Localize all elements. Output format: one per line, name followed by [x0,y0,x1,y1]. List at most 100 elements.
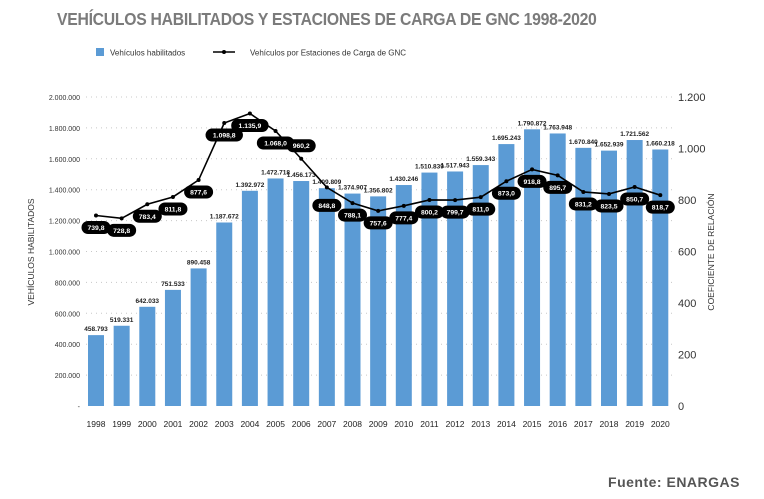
y-left-tick-label: - [78,404,81,411]
bar [601,150,617,406]
y-left-axis-label: VEHÍCULOS HABILITADOS [26,198,36,305]
y-right-tick-label: 800 [678,195,696,207]
line-label-pill [517,174,547,188]
line-label-pill [338,208,367,222]
bar-value-label: 1.430.246 [389,176,418,183]
y-left-tick-label: 2.000.000 [49,95,80,102]
bar-value-label: 1.670.840 [569,139,598,146]
line-label-pill [620,192,650,206]
bar-value-label: 1.392.972 [235,182,264,189]
bar [575,147,592,406]
line-label-pill [363,216,393,230]
legend-label-bars: Vehículos habilitados [110,49,185,58]
bar-value-label: 1.763.948 [543,124,572,131]
line-label-pill [389,211,419,225]
x-tick-label: 2007 [317,419,336,429]
line-value-label: 1.068,0 [264,140,287,147]
line-value-label: 831,2 [575,201,592,208]
y-right-tick-label: 1.000 [678,144,706,156]
x-tick-label: 2020 [651,419,670,429]
y-right-tick-label: 1.200 [678,92,706,104]
bar-value-label: 1.374.907 [338,185,367,192]
bar [421,172,438,406]
bar-value-label: 1.695.243 [492,135,521,142]
legend-marker-line [222,50,226,54]
bar [267,178,284,406]
line-value-label: 960,2 [293,143,310,150]
line-point [504,179,509,184]
line-point [581,189,586,194]
line-value-label: 873,0 [498,191,515,198]
legend-label-line: Vehículos por Estaciones de Carga de GNC [250,49,406,58]
line-point [555,173,560,178]
line-point [247,111,252,116]
line-value-label: 783,4 [139,214,156,221]
bar-value-label: 1.409.809 [312,179,341,186]
line-label-pill [286,139,316,153]
x-tick-label: 2003 [215,419,234,429]
bar-value-label: 519.331 [110,317,134,324]
x-tick-label: 2002 [189,419,208,429]
bar-value-label: 751.533 [161,281,185,288]
bar [395,185,412,406]
bar [524,129,541,406]
legend-swatch-bars [96,48,104,56]
line-label-pill [81,221,111,235]
bar [447,171,464,406]
line-point [607,191,611,196]
bar [164,289,181,406]
bar [549,133,566,406]
bar [190,268,207,406]
y-right-axis-label: COEFICIENTE DE RELACIÓN [706,193,716,310]
line-label-pill [568,197,598,211]
line-value-label: 800,2 [421,209,438,216]
line-value-label: 811,0 [472,207,489,214]
bar-value-label: 1.472.718 [261,169,290,176]
bar-value-label: 1.660.218 [646,140,675,147]
y-left-tick-label: 1.800.000 [49,126,80,133]
x-tick-label: 2009 [369,419,388,429]
bar-value-label: 1.517.943 [441,162,470,169]
bar [370,196,387,406]
x-tick-label: 2008 [343,419,362,429]
line-value-label: 918,8 [524,179,541,186]
bar-value-label: 1.187.672 [210,214,239,221]
bar-value-label: 1.652.939 [595,142,624,149]
x-tick-label: 2014 [497,419,516,429]
bar-value-label: 458.793 [84,326,108,333]
x-tick-label: 2005 [266,419,285,429]
line-value-label: 848,8 [318,203,335,210]
line-value-label: 739,8 [87,225,104,232]
line-label-pill [466,202,496,216]
x-tick-label: 2016 [548,419,567,429]
line-value-label: 1.135,9 [239,123,262,130]
x-tick-label: 2001 [163,419,182,429]
line-point [299,156,304,161]
x-tick-label: 2013 [471,419,490,429]
x-tick-label: 2004 [240,419,259,429]
bar-value-label: 1.510.839 [415,164,444,171]
bar [113,325,130,406]
line-label-pill [312,198,342,212]
line-point [658,193,663,198]
y-left-tick-label: 1.600.000 [49,157,80,164]
bar [472,165,489,406]
bar [652,149,669,406]
x-tick-label: 2011 [420,419,439,429]
x-tick-label: 2006 [292,419,311,429]
x-tick-label: 1998 [87,419,106,429]
line-point [170,194,175,199]
line-point [324,185,329,190]
bar [88,335,104,406]
bar-value-label: 1.456.173 [287,172,316,179]
line-point [530,167,535,172]
line-value-label: 799,7 [447,210,464,217]
y-right-tick-label: 0 [678,401,684,413]
line-label-pill [158,202,188,216]
line-value-label: 850,7 [626,196,643,203]
line-label-pill [414,205,444,219]
x-tick-label: 2012 [446,419,465,429]
y-left-tick-label: 600.000 [55,311,80,318]
